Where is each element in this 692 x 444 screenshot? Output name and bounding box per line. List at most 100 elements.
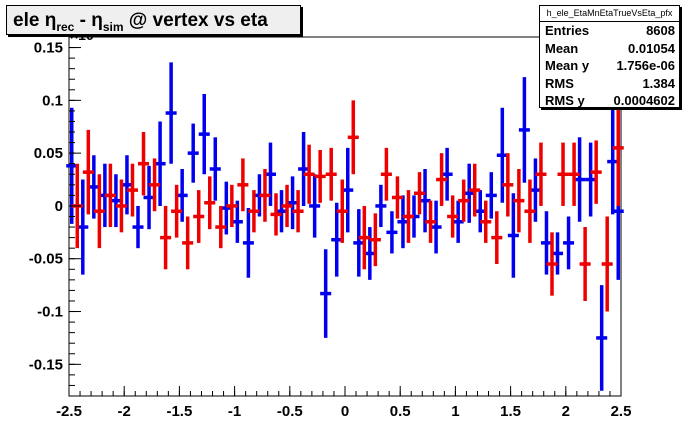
- data-point-red: [480, 200, 492, 243]
- data-point-blue: [441, 147, 453, 201]
- stats-row-rms-y: RMS y 0.0004602: [540, 92, 679, 110]
- x-tick-label: -1: [228, 403, 241, 420]
- data-point-blue: [110, 174, 122, 228]
- x-tick-label: -2: [118, 403, 131, 420]
- data-point-blue: [143, 165, 155, 230]
- data-point-blue: [607, 108, 619, 215]
- title-part-rest: @ vertex vs eta: [123, 10, 268, 31]
- data-point-red: [425, 200, 437, 243]
- data-point-red: [513, 168, 525, 233]
- data-point-blue: [364, 227, 376, 280]
- data-point-red: [436, 153, 448, 206]
- x-tick-label: -1.5: [166, 403, 192, 420]
- data-point-red: [270, 193, 282, 236]
- x-tick-label: 1.5: [500, 403, 521, 420]
- data-point-blue: [585, 142, 597, 217]
- data-point-blue: [485, 172, 497, 219]
- data-point-red: [590, 140, 602, 204]
- data-point-blue: [375, 184, 387, 228]
- data-point-blue: [552, 232, 564, 275]
- data-point-blue: [154, 121, 166, 206]
- data-point-red: [160, 205, 172, 270]
- data-point-blue: [331, 202, 343, 277]
- data-point-red: [226, 184, 238, 228]
- plot-title: ele ηrec - ηsim @ vertex vs eta: [6, 5, 301, 35]
- stats-label: RMS: [545, 75, 574, 91]
- data-point-blue: [165, 62, 177, 164]
- x-tick-label: 2: [562, 403, 570, 420]
- data-point-red: [347, 100, 359, 175]
- data-point-red: [93, 174, 105, 249]
- data-point-red: [414, 172, 426, 215]
- data-point-blue: [474, 190, 486, 233]
- data-point-blue: [386, 211, 398, 254]
- stats-label: Mean y: [545, 58, 590, 73]
- data-point-red: [546, 232, 558, 296]
- data-points-layer: [66, 62, 624, 391]
- data-point-red: [259, 168, 271, 222]
- data-point-red: [149, 158, 161, 212]
- data-point-blue: [452, 200, 464, 243]
- axes-layer: -2.5 -2 -1.5 -1 -0.5 0 0.5 1 1.5 2 2.5 -0.15 -0.1 -0.…: [29, 40, 632, 420]
- data-point-blue: [518, 77, 530, 183]
- data-point-red: [215, 205, 227, 249]
- x-tick-label: 1: [451, 403, 459, 420]
- data-point-blue: [496, 107, 508, 203]
- data-point-blue: [320, 249, 332, 338]
- data-point-red: [325, 147, 337, 201]
- data-point-red: [469, 163, 481, 217]
- x-tick-label: -0.5: [277, 403, 303, 420]
- stats-row-entries: Entries 8608: [540, 22, 679, 40]
- title-part-eta-rec: ele η: [13, 10, 57, 31]
- data-point-blue: [463, 163, 475, 223]
- y-tick-label: -0.15: [29, 356, 63, 373]
- data-point-red: [402, 190, 414, 243]
- stats-row-mean: Mean 0.01054: [540, 40, 679, 58]
- y-tick-label: 0.15: [34, 40, 63, 57]
- data-point-red: [303, 144, 315, 204]
- data-point-red: [182, 216, 194, 270]
- stats-value: 8608: [646, 23, 675, 38]
- data-point-blue: [176, 168, 188, 222]
- data-point-blue: [342, 147, 354, 233]
- data-point-blue: [309, 174, 321, 238]
- stats-value: 1.384: [642, 75, 675, 91]
- x-tick-label: 0: [341, 403, 349, 420]
- title-sub-rec: rec: [56, 20, 75, 34]
- data-point-red: [82, 129, 94, 215]
- data-point-red: [281, 184, 293, 228]
- stats-box: h_ele_EtaMnEtaTrueVsEta_pfx Entries 8608…: [539, 5, 680, 108]
- data-point-red: [358, 205, 370, 270]
- y-tick-label: 0: [55, 198, 63, 215]
- data-point-blue: [276, 190, 288, 233]
- x-tick-label: 2.5: [611, 403, 632, 420]
- data-point-blue: [596, 285, 608, 391]
- data-point-red: [126, 163, 138, 217]
- data-point-red: [612, 89, 624, 206]
- data-point-red: [314, 149, 326, 203]
- data-point-blue: [88, 155, 100, 219]
- data-point-red: [557, 142, 569, 206]
- data-point-blue: [298, 132, 310, 206]
- stats-label: Entries: [545, 23, 590, 38]
- stats-row-rms: RMS 1.384: [540, 75, 679, 93]
- data-point-red: [535, 142, 547, 206]
- stats-value: 0.0004602: [613, 93, 675, 108]
- x-tick-label: -2.5: [56, 403, 82, 420]
- data-point-red: [391, 176, 403, 219]
- data-point-blue: [198, 94, 210, 175]
- data-point-blue: [397, 195, 409, 249]
- data-point-red: [138, 132, 150, 196]
- data-point-red: [447, 195, 459, 238]
- data-point-blue: [353, 209, 365, 277]
- data-point-red: [491, 211, 503, 265]
- data-point-blue: [77, 179, 89, 275]
- data-point-blue: [507, 193, 519, 278]
- stats-row-mean-y: Mean y 1.756e-06: [540, 57, 679, 75]
- data-point-blue: [287, 176, 299, 230]
- stats-value: 0.01054: [628, 40, 675, 56]
- data-point-blue: [231, 200, 243, 243]
- data-point-blue: [242, 208, 254, 278]
- data-point-red: [502, 153, 514, 217]
